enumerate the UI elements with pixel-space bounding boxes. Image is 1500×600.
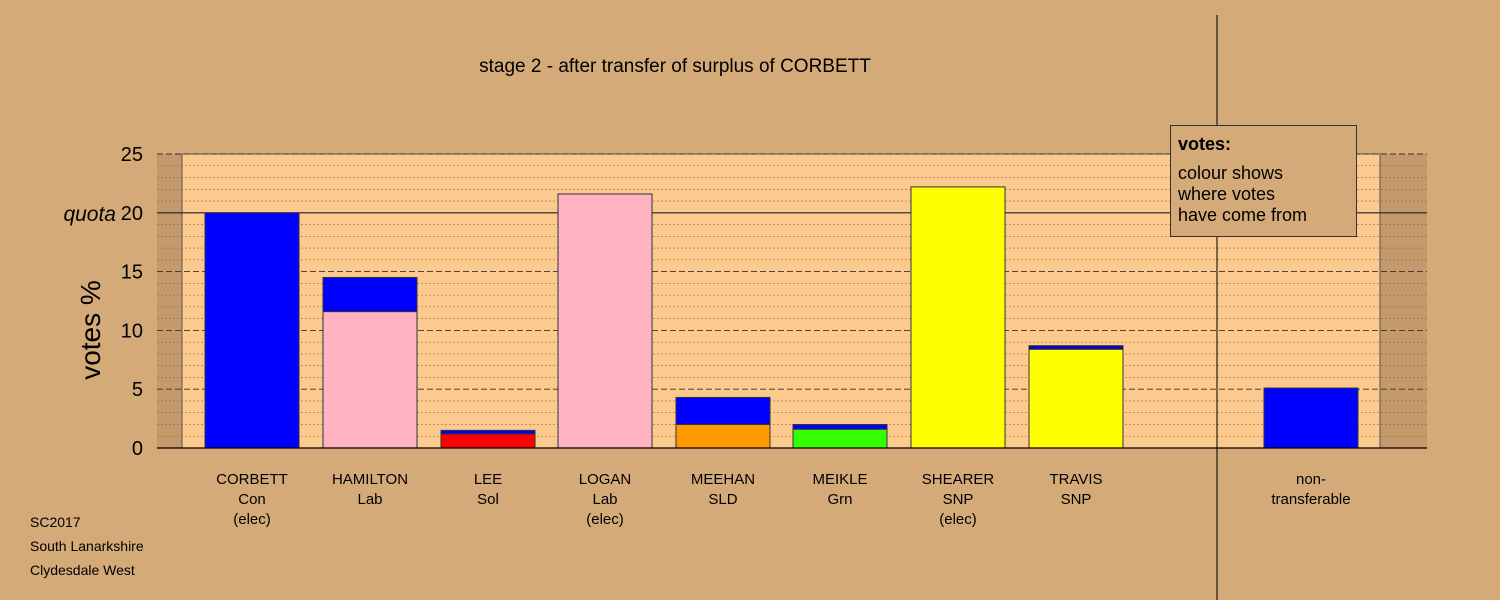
- y-tick-label: 10: [121, 320, 143, 342]
- x-category-label: SHEARER: [922, 471, 995, 488]
- quota-label: quota: [63, 203, 116, 226]
- x-category-label: Lab: [592, 491, 617, 508]
- x-category-label: (elec): [939, 511, 977, 528]
- bar-1-segment-1: [322, 276, 418, 313]
- bar-8-segment-0: [1263, 387, 1359, 449]
- x-category-label: Sol: [477, 491, 499, 508]
- x-category-label: MEEHAN: [691, 471, 755, 488]
- x-category-label: MEIKLE: [812, 471, 867, 488]
- x-category-label: (elec): [586, 511, 624, 528]
- bar-7-segment-1: [1028, 345, 1124, 350]
- legend-line-1: colour shows: [1178, 163, 1284, 183]
- bar-5-segment-0: [792, 428, 888, 449]
- bar-2-segment-0: [440, 433, 536, 449]
- x-category-label: Con: [238, 491, 266, 508]
- x-category-label: HAMILTON: [332, 471, 408, 488]
- x-category-label: (elec): [233, 511, 271, 528]
- footer-ward: Clydesdale West: [30, 562, 135, 578]
- x-category-label: SNP: [943, 491, 974, 508]
- bar-2-segment-1: [440, 429, 536, 435]
- legend-title: votes:: [1178, 134, 1232, 154]
- x-category-label: CORBETT: [216, 471, 288, 488]
- legend-box: votes: colour shows where votes have com…: [1170, 125, 1357, 237]
- y-axis-label: votes %: [75, 280, 106, 380]
- legend-line-2: where votes: [1178, 184, 1276, 204]
- bar-6-segment-0: [910, 186, 1006, 449]
- x-category-label: transferable: [1271, 491, 1350, 508]
- legend-line-3: have come from: [1178, 205, 1308, 225]
- x-category-label: SLD: [708, 491, 737, 508]
- bar-0-segment-0: [204, 212, 300, 449]
- x-category-label: SNP: [1061, 491, 1092, 508]
- x-category-label: Grn: [827, 491, 852, 508]
- x-category-label: TRAVIS: [1049, 471, 1102, 488]
- bar-3-segment-0: [557, 193, 653, 449]
- footer-election: SC2017: [30, 514, 81, 530]
- x-category-label: Lab: [357, 491, 382, 508]
- footer-info: SC2017 South Lanarkshire Clydesdale West: [30, 510, 144, 582]
- y-tick-label: 5: [132, 379, 143, 401]
- footer-council: South Lanarkshire: [30, 538, 144, 554]
- y-tick-label: 0: [132, 438, 143, 460]
- y-tick-label: 20: [121, 203, 143, 225]
- x-category-label: LOGAN: [579, 471, 632, 488]
- y-tick-label: 25: [121, 144, 143, 166]
- x-category-label: LEE: [474, 471, 502, 488]
- bar-1-segment-0: [322, 311, 418, 449]
- x-category-label: non-: [1296, 471, 1326, 488]
- y-tick-label: 15: [121, 262, 143, 284]
- bar-5-segment-1: [792, 423, 888, 430]
- chart-title: stage 2 - after transfer of surplus of C…: [479, 56, 871, 77]
- bar-4-segment-1: [675, 396, 771, 425]
- bar-7-segment-0: [1028, 348, 1124, 449]
- bar-4-segment-0: [675, 423, 771, 449]
